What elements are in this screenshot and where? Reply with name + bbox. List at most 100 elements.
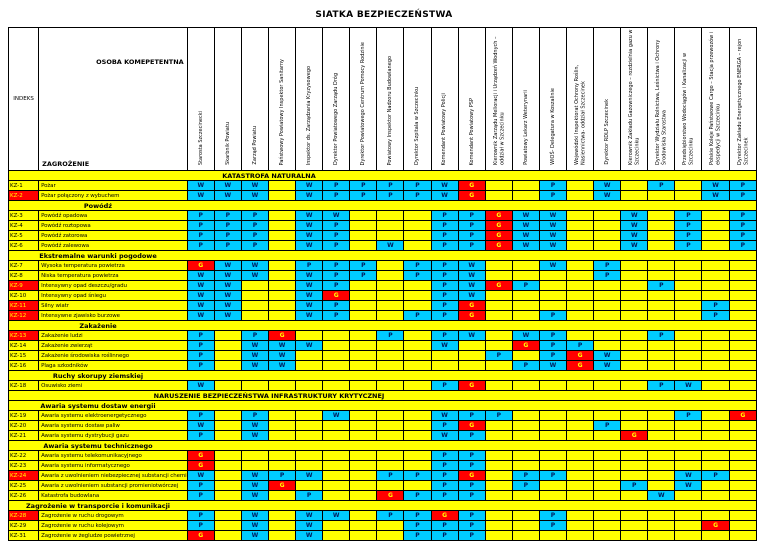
matrix-cell xyxy=(538,290,568,301)
matrix-cell: P xyxy=(457,220,486,231)
matrix-cell xyxy=(728,510,758,521)
matrix-cell xyxy=(403,220,432,231)
matrix-cell xyxy=(511,510,540,521)
column-header-label: Kierownik Zakładu Gazowniczego – rozdzie… xyxy=(628,29,641,165)
matrix-cell xyxy=(349,290,378,301)
matrix-cell xyxy=(484,530,513,541)
matrix-cell: P xyxy=(457,510,486,521)
hazard-row: KZ-11 Silny wiatr W W W P P G P xyxy=(7,300,758,311)
matrix-cell xyxy=(213,470,242,481)
matrix-cell xyxy=(593,450,622,461)
matrix-cell xyxy=(213,520,242,531)
matrix-cell: P xyxy=(728,180,758,191)
matrix-cell xyxy=(267,290,297,301)
matrix-cell: P xyxy=(186,220,215,231)
matrix-cell: P xyxy=(430,240,459,251)
matrix-cell xyxy=(349,280,378,291)
matrix-cell xyxy=(647,230,676,241)
hazard-index-cell: KZ-25 xyxy=(7,480,40,491)
matrix-cell xyxy=(484,290,513,301)
hazard-label: Awaria z uwolnieniem substancji promieni… xyxy=(38,480,188,491)
hazard-label: Zakażenie środowiska roślinnego xyxy=(38,350,188,361)
hazard-row: KZ-24 Awaria z uwolnieniem niebezpiecznej… xyxy=(7,470,758,481)
matrix-cell: P xyxy=(213,240,242,251)
matrix-cell xyxy=(647,520,676,531)
matrix-cell: P xyxy=(566,340,595,351)
hazard-label: Silny wiatr xyxy=(38,300,188,311)
matrix-cell xyxy=(511,290,540,301)
matrix-cell: W xyxy=(620,220,649,231)
matrix-cell: P xyxy=(674,410,703,421)
matrix-cell xyxy=(376,350,405,361)
hazard-row: KZ-21 Awaria systemu dystrybucji gazu P W W P… xyxy=(7,430,758,441)
hazard-index-cell: KZ-5 xyxy=(7,230,40,241)
matrix-cell xyxy=(376,450,405,461)
matrix-cell xyxy=(376,460,405,471)
matrix-cell: P xyxy=(457,520,486,531)
matrix-cell xyxy=(701,210,730,221)
matrix-cell xyxy=(376,410,405,421)
matrix-cell: P xyxy=(186,330,215,341)
matrix-cell: P xyxy=(647,330,676,341)
matrix-cell xyxy=(566,260,595,271)
matrix-cell xyxy=(403,280,432,291)
matrix-cell xyxy=(322,520,351,531)
matrix-cell xyxy=(240,310,269,321)
matrix-cell xyxy=(647,340,676,351)
section-label: Awaria systemu dostaw energii xyxy=(40,401,156,410)
matrix-cell xyxy=(593,520,622,531)
section-row: Awaria systemu dostaw energii xyxy=(8,400,757,411)
matrix-cell: W xyxy=(295,530,324,541)
matrix-cell: W xyxy=(295,210,324,221)
matrix-cell: P xyxy=(295,490,324,501)
matrix-cell: P xyxy=(430,480,459,491)
matrix-cell xyxy=(322,480,351,491)
matrix-cell: W xyxy=(240,260,269,271)
column-header: Polskie Koleje Państwowe Cargo – Stacja … xyxy=(701,27,730,171)
hazard-index-cell: KZ-31 xyxy=(7,530,40,541)
hazard-row: KZ-8 Niska temperatura powietrza W W W W P P P P W… xyxy=(7,270,758,281)
matrix-cell: W xyxy=(701,180,730,191)
matrix-cell: W xyxy=(295,230,324,241)
matrix-cell xyxy=(267,220,297,231)
matrix-cell: P xyxy=(538,180,568,191)
matrix-cell xyxy=(620,310,649,321)
matrix-cell xyxy=(620,460,649,471)
matrix-cell xyxy=(728,520,758,531)
matrix-cell xyxy=(566,470,595,481)
matrix-cell: P xyxy=(457,530,486,541)
matrix-cell xyxy=(647,270,676,281)
matrix-cell xyxy=(674,510,703,521)
section-label: Powódź xyxy=(83,201,113,210)
matrix-cell xyxy=(403,210,432,221)
matrix-cell: W xyxy=(240,190,269,201)
matrix-cell xyxy=(322,460,351,471)
hazard-row: KZ-20 Awaria systemu dostaw paliw W W P G P xyxy=(7,420,758,431)
column-header-label: Dyrektor Zakładu Energetycznego ENERGA –… xyxy=(736,38,749,165)
matrix-cell: P xyxy=(430,210,459,221)
matrix-cell xyxy=(511,180,540,191)
matrix-cell xyxy=(647,290,676,301)
matrix-cell xyxy=(647,350,676,361)
matrix-cell xyxy=(538,270,568,281)
matrix-cell xyxy=(620,420,649,431)
matrix-cell: P xyxy=(322,230,351,241)
matrix-cell: P xyxy=(376,470,405,481)
matrix-cell xyxy=(728,380,758,391)
matrix-cell: P xyxy=(457,490,486,501)
matrix-cell xyxy=(349,330,378,341)
matrix-cell: P xyxy=(647,280,676,291)
matrix-cell: P xyxy=(322,280,351,291)
matrix-cell xyxy=(403,330,432,341)
matrix-cell xyxy=(511,190,540,201)
matrix-cell xyxy=(376,300,405,311)
matrix-cell xyxy=(349,350,378,361)
matrix-cell: W xyxy=(674,470,703,481)
hazard-row: KZ-1 Pożar W W W W P P P P W G P W P W P xyxy=(7,180,758,191)
matrix-cell xyxy=(538,380,568,391)
matrix-cell xyxy=(484,300,513,311)
matrix-cell xyxy=(593,240,622,251)
section-label: Zakażenie xyxy=(79,321,117,330)
matrix-cell xyxy=(349,460,378,471)
matrix-cell xyxy=(267,460,297,471)
